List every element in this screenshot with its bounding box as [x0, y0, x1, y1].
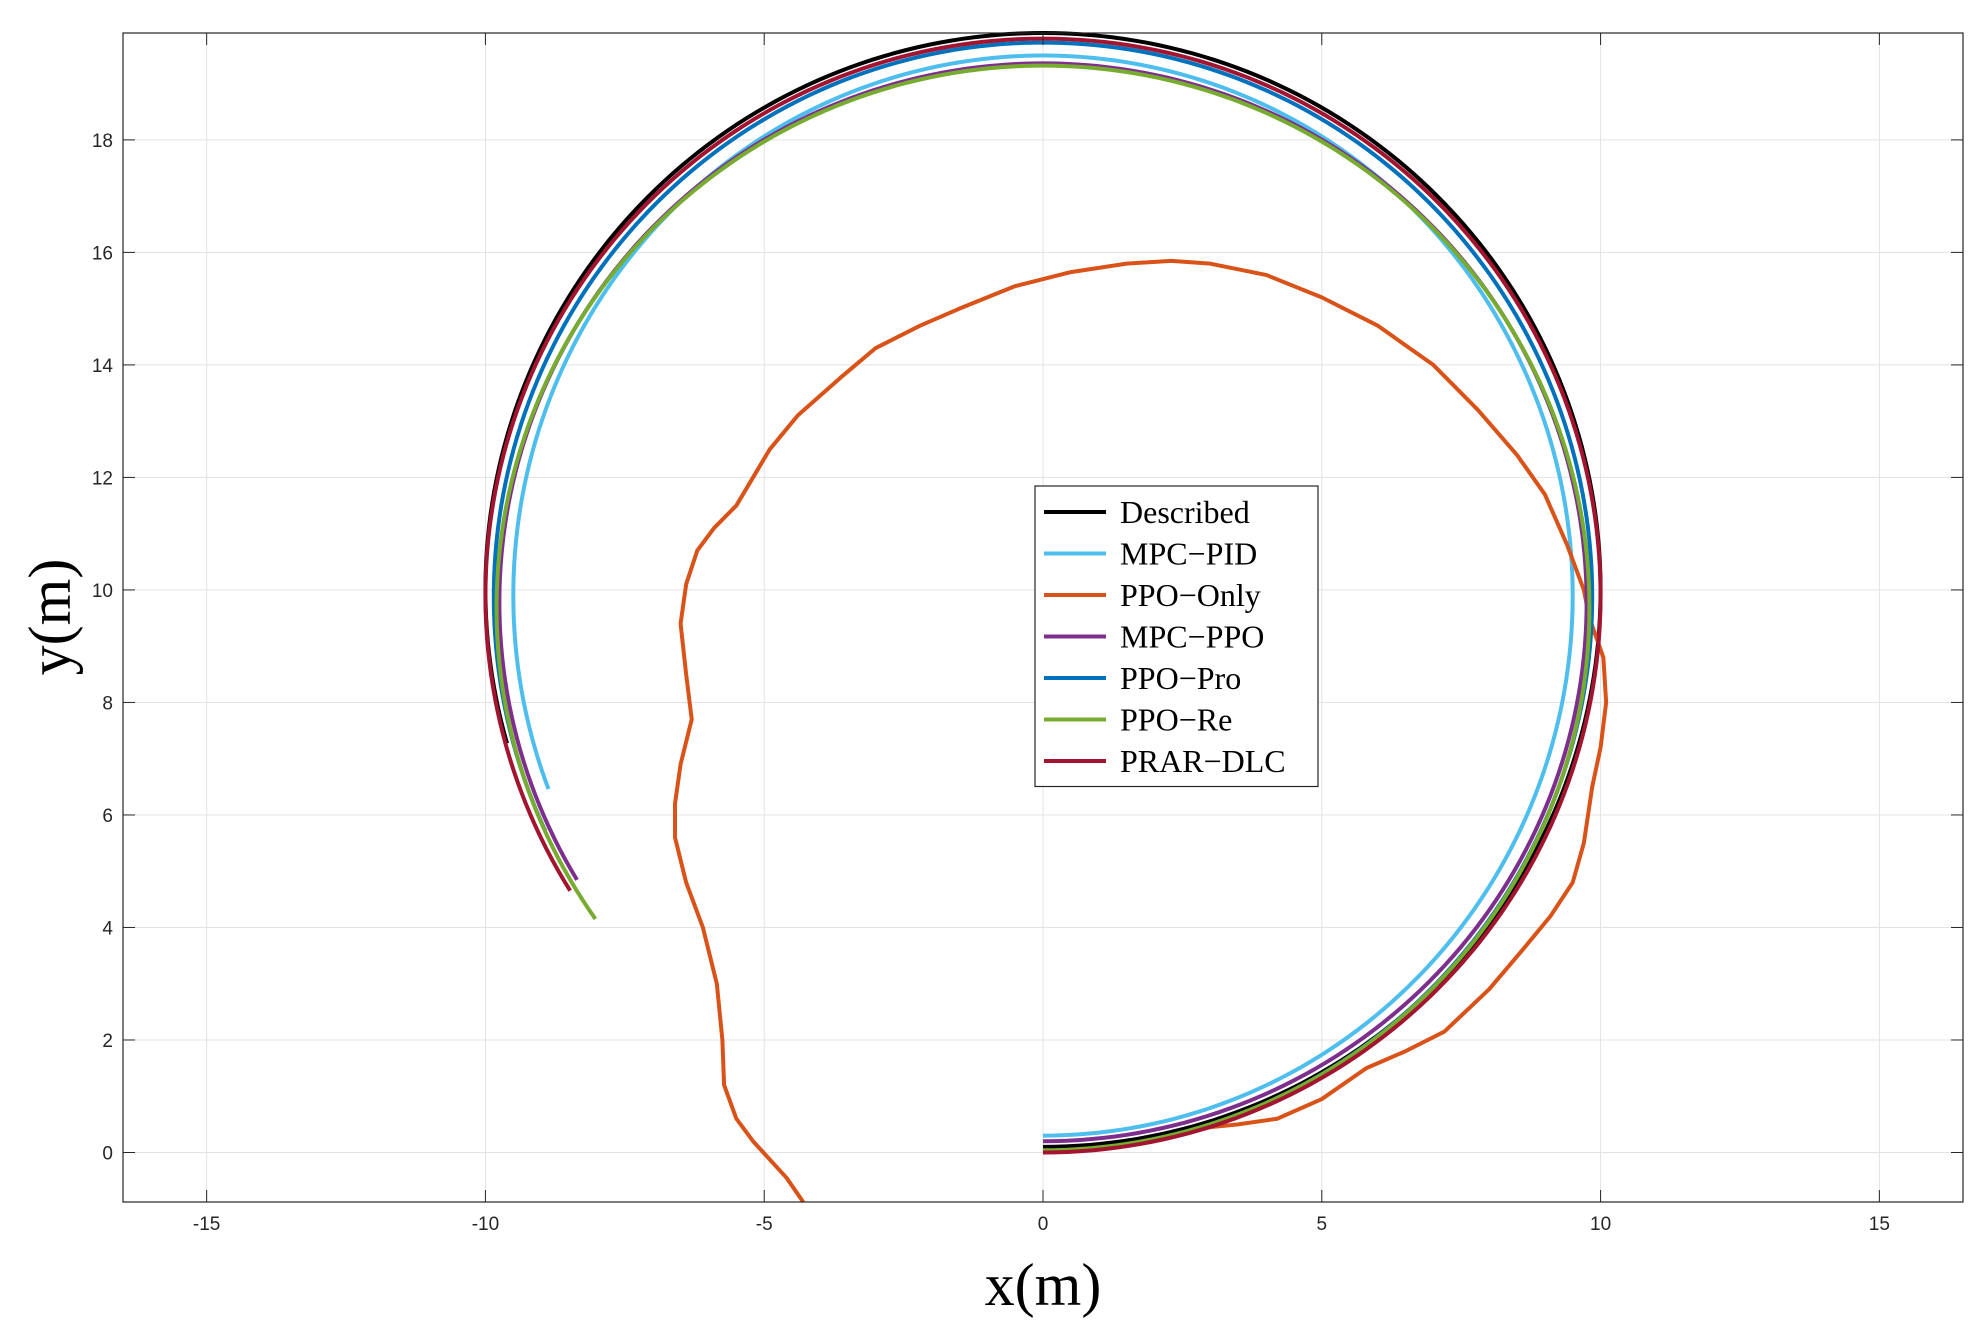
- y-tick-label: 18: [92, 131, 113, 152]
- legend-label-ppo-only: PPO−Only: [1120, 577, 1261, 613]
- ticks: -15 -10 -5 0 5 10 15 0 2 4 6 8 10 12 14 16 18: [92, 33, 1963, 1235]
- legend-label-described: Described: [1120, 494, 1250, 530]
- series-line-mpc-pid: [511, 53, 1575, 1138]
- x-axis-label: x(m): [985, 1252, 1102, 1318]
- legend-label-mpc-ppo: MPC−PPO: [1120, 619, 1264, 655]
- x-tick-label: 0: [1038, 1214, 1049, 1235]
- series-group: [483, 31, 1609, 1204]
- y-tick-label: 10: [92, 581, 113, 602]
- legend: Described MPC−PID PPO−Only MPC−PPO PPO−Pro PP…: [1034, 485, 1319, 788]
- series-line-ppo-re: [494, 63, 1592, 1153]
- y-tick-label: 8: [102, 693, 113, 714]
- y-tick-label: 6: [102, 806, 113, 827]
- y-tick-label: 16: [92, 243, 113, 264]
- y-tick-label: 12: [92, 468, 113, 489]
- y-tick-label: 0: [102, 1143, 113, 1164]
- x-tick-label: 10: [1590, 1214, 1611, 1235]
- x-tick-label: -15: [193, 1214, 220, 1235]
- x-tick-label: 15: [1869, 1214, 1890, 1235]
- grid: [123, 33, 1963, 1202]
- y-tick-label: 14: [92, 356, 114, 377]
- legend-label-ppo-re: PPO−Re: [1120, 702, 1232, 738]
- x-tick-label: -10: [472, 1214, 499, 1235]
- x-tick-label: -5: [756, 1214, 773, 1235]
- series-line-ppo-only: [673, 258, 1609, 1204]
- x-tick-label: 5: [1316, 1214, 1327, 1235]
- y-tick-label: 4: [102, 918, 113, 939]
- legend-label-mpc-pid: MPC−PID: [1120, 536, 1257, 572]
- y-axis-label: y(m): [17, 559, 83, 676]
- series-line-prar-dlc: [483, 36, 1603, 1155]
- legend-label-prar-dlc: PRAR−DLC: [1120, 743, 1286, 779]
- y-tick-label: 2: [102, 1031, 113, 1052]
- legend-label-ppo-pro: PPO−Pro: [1120, 660, 1241, 696]
